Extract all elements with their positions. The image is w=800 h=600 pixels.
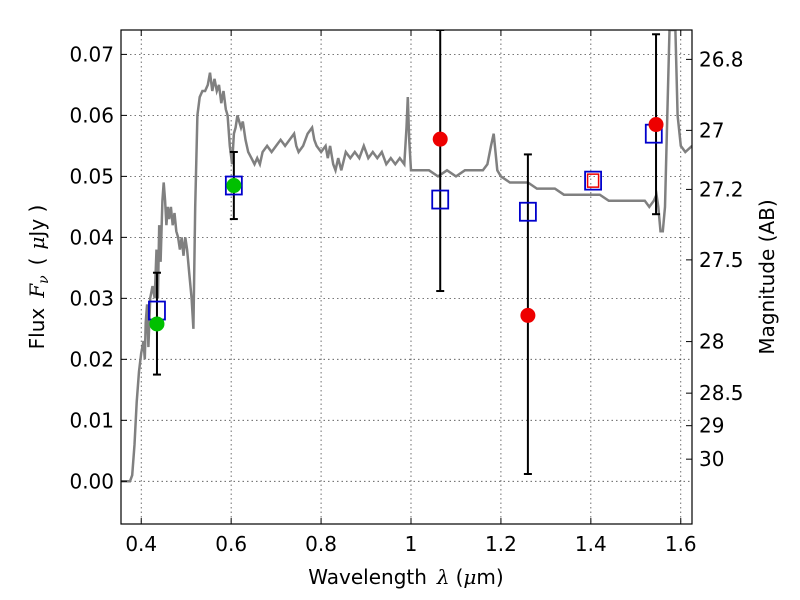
model-square-3 (518, 201, 537, 222)
mag-tick-label-1: 27 (699, 118, 724, 142)
red-point-1 (520, 307, 536, 323)
error-bars (152, 30, 661, 475)
model-square-2 (431, 189, 450, 210)
model-square-red-0 (586, 173, 600, 188)
x-tick-label-0: 0.4 (125, 532, 157, 556)
y-tick-label-4: 0.04 (69, 225, 114, 249)
model-square-1 (224, 175, 243, 196)
y-tick-label-5: 0.05 (69, 164, 114, 188)
y-tick-label-0: 0.00 (69, 469, 114, 493)
x-tick-label-1: 0.6 (215, 532, 247, 556)
green-point-1 (226, 178, 242, 194)
plot-area (121, 30, 692, 483)
y-tick-label-7: 0.07 (69, 42, 114, 66)
x-tick-label-2: 0.8 (305, 532, 337, 556)
y-tick-label-2: 0.02 (69, 347, 114, 371)
axis-ticks: 0.4 0.6 0.8 1 1.2 1.4 1.6 0.00 0.01 0.02 0.03 0.04 0… (69, 30, 744, 556)
plot-frame (120, 29, 693, 525)
mag-tick-label-3: 27.5 (699, 248, 744, 272)
red-point-2 (648, 117, 664, 133)
mag-tick-label-5: 28.5 (699, 381, 744, 405)
mag-tick-label-7: 30 (699, 447, 724, 471)
grid (121, 30, 692, 524)
x-tick-label-3: 1 (405, 532, 418, 556)
y-tick-label-1: 0.01 (69, 408, 114, 432)
y-axis-label: FluxFν(μJy ) (25, 205, 52, 350)
y-tick-label-3: 0.03 (69, 286, 114, 310)
green-point-0 (149, 316, 165, 332)
magnitude-axis-label: Magnitude (AB) (755, 199, 779, 354)
model-sed-line (121, 30, 692, 483)
y-tick-label-6: 0.06 (69, 103, 114, 127)
x-axis-label: Wavelength λ (μm) (308, 565, 503, 589)
x-tick-label-6: 1.6 (665, 532, 697, 556)
red-point-0 (432, 131, 448, 147)
mag-tick-label-0: 26.8 (699, 47, 744, 71)
detection-points (149, 117, 664, 332)
x-tick-label-5: 1.4 (575, 532, 607, 556)
x-tick-label-4: 1.2 (485, 532, 517, 556)
mag-tick-label-4: 28 (699, 330, 724, 354)
model-square-outer-0 (584, 170, 602, 191)
mag-tick-label-6: 29 (699, 414, 724, 438)
mag-tick-label-2: 27.2 (699, 177, 744, 201)
